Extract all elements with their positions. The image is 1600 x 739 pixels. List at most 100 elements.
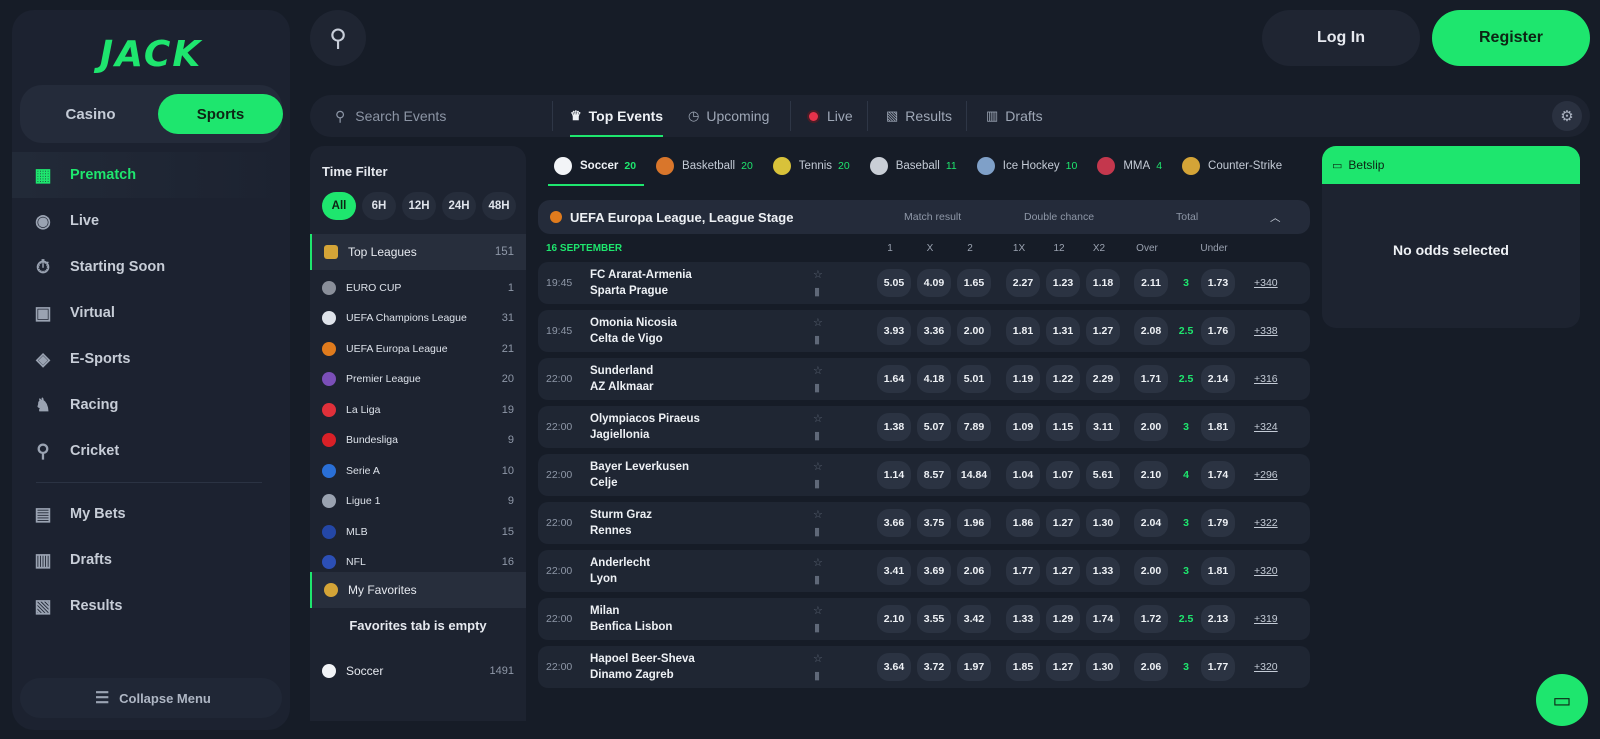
league-item[interactable]: Ligue 1 9 [310,486,526,517]
league-item[interactable]: Bundesliga 9 [310,425,526,456]
odd-button-o1[interactable]: 3.64 [877,653,911,681]
league-item[interactable]: MLB 15 [310,516,526,547]
odd-button-o2[interactable]: 3.42 [957,605,991,633]
statistics-icon[interactable]: ▮ [814,670,821,682]
odd-button-d1x[interactable]: 1.85 [1006,653,1040,681]
odd-button-dx2[interactable]: 1.27 [1086,317,1120,345]
odd-button-ox[interactable]: 5.07 [917,413,951,441]
chat-button[interactable]: ▭ [1536,674,1588,726]
odd-button-ox[interactable]: 3.75 [917,509,951,537]
my-favorites-header[interactable]: My Favorites [310,572,526,608]
odd-button-over[interactable]: 2.08 [1134,317,1168,345]
sidebar-item-results[interactable]: ▧ Results [12,583,290,629]
odd-button-o1[interactable]: 1.64 [877,365,911,393]
odd-button-dx2[interactable]: 1.30 [1086,509,1120,537]
odd-button-o2[interactable]: 1.65 [957,269,991,297]
sidebar-item-cricket[interactable]: ⚲ Cricket [12,428,290,474]
favorite-star-icon[interactable]: ☆ [813,653,823,665]
more-markets-link[interactable]: +296 [1254,469,1278,481]
more-markets-link[interactable]: +320 [1254,565,1278,577]
betslip-header[interactable]: ▭ Betslip [1322,146,1580,184]
odd-button-o1[interactable]: 3.41 [877,557,911,585]
odd-button-under[interactable]: 2.14 [1201,365,1235,393]
time-filter-48h[interactable]: 48H [482,192,516,220]
odd-button-o2[interactable]: 1.97 [957,653,991,681]
odd-button-over[interactable]: 2.00 [1134,557,1168,585]
odd-button-o2[interactable]: 5.01 [957,365,991,393]
odd-button-dx2[interactable]: 1.33 [1086,557,1120,585]
match-teams[interactable]: Sunderland AZ Alkmaar [590,363,654,395]
tab-top-events[interactable]: ♛ Top Events [570,95,664,137]
league-item[interactable]: Serie A 10 [310,455,526,486]
tab-drafts[interactable]: ▥ Drafts [986,95,1043,137]
odd-button-d1x[interactable]: 1.81 [1006,317,1040,345]
sidebar-item-my-bets[interactable]: ▤ My Bets [12,491,290,537]
odd-button-over[interactable]: 1.71 [1134,365,1168,393]
match-row[interactable]: 19:45 FC Ararat-Armenia Sparta Prague ☆ ▮ 5.0… [538,262,1310,304]
match-teams[interactable]: Bayer Leverkusen Celje [590,459,689,491]
odd-button-over[interactable]: 1.72 [1134,605,1168,633]
odd-button-d12[interactable]: 1.23 [1046,269,1080,297]
odd-button-d1x[interactable]: 1.19 [1006,365,1040,393]
odd-button-ox[interactable]: 3.72 [917,653,951,681]
league-item[interactable]: Premier League 20 [310,364,526,395]
time-filter-24h[interactable]: 24H [442,192,476,220]
odd-button-ox[interactable]: 4.09 [917,269,951,297]
league-item[interactable]: NFL 16 [310,547,526,578]
statistics-icon[interactable]: ▮ [814,382,821,394]
odd-button-o1[interactable]: 3.93 [877,317,911,345]
odd-button-d1x[interactable]: 1.86 [1006,509,1040,537]
sport-tab-ice-hockey[interactable]: Ice Hockey 10 [976,146,1077,186]
match-row[interactable]: 22:00 Sunderland AZ Alkmaar ☆ ▮ 1.64 4.18 5.01 1… [538,358,1310,400]
odd-button-d12[interactable]: 1.22 [1046,365,1080,393]
league-item[interactable]: EURO CUP 1 [310,272,526,303]
favorite-star-icon[interactable]: ☆ [813,605,823,617]
sport-tab-basketball[interactable]: Basketball 20 [656,146,753,186]
odd-button-d12[interactable]: 1.29 [1046,605,1080,633]
tab-live[interactable]: Live [809,95,853,137]
odd-button-d1x[interactable]: 2.27 [1006,269,1040,297]
match-teams[interactable]: Anderlecht Lyon [590,555,650,587]
match-row[interactable]: 22:00 Sturm Graz Rennes ☆ ▮ 3.66 3.75 1.96 1.86 1… [538,502,1310,544]
odd-button-under[interactable]: 1.79 [1201,509,1235,537]
league-item[interactable]: La Liga 19 [310,394,526,425]
favorite-star-icon[interactable]: ☆ [813,365,823,377]
odd-button-dx2[interactable]: 2.29 [1086,365,1120,393]
favorite-star-icon[interactable]: ☆ [813,509,823,521]
odd-button-under[interactable]: 1.81 [1201,557,1235,585]
odd-button-over[interactable]: 2.04 [1134,509,1168,537]
odd-button-dx2[interactable]: 3.11 [1086,413,1120,441]
tab-upcoming[interactable]: ◷ Upcoming [688,95,769,137]
sidebar-item-racing[interactable]: ♞ Racing [12,382,290,428]
odd-button-o2[interactable]: 1.96 [957,509,991,537]
more-markets-link[interactable]: +340 [1254,277,1278,289]
odd-button-o2[interactable]: 2.06 [957,557,991,585]
time-filter-12h[interactable]: 12H [402,192,436,220]
more-markets-link[interactable]: +322 [1254,517,1278,529]
jack-logo[interactable]: JACK [99,34,203,75]
favorite-star-icon[interactable]: ☆ [813,557,823,569]
sidebar-item-prematch[interactable]: ▦ Prematch [12,152,290,198]
favorite-star-icon[interactable]: ☆ [813,317,823,329]
odd-button-o1[interactable]: 5.05 [877,269,911,297]
odd-button-ox[interactable]: 3.69 [917,557,951,585]
match-teams[interactable]: Olympiacos Piraeus Jagiellonia [590,411,700,443]
sport-tab-soccer[interactable]: Soccer 20 [547,146,645,186]
register-button[interactable]: Register [1432,10,1590,66]
league-item[interactable]: UEFA Europa League 21 [310,333,526,364]
odd-button-under[interactable]: 1.77 [1201,653,1235,681]
more-markets-link[interactable]: +338 [1254,325,1278,337]
odd-button-o2[interactable]: 14.84 [957,461,991,489]
favorite-star-icon[interactable]: ☆ [813,413,823,425]
sidebar-item-live[interactable]: ◉ Live [12,198,290,244]
odd-button-d12[interactable]: 1.07 [1046,461,1080,489]
settings-button[interactable]: ⚙ [1552,101,1582,131]
more-markets-link[interactable]: +319 [1254,613,1278,625]
statistics-icon[interactable]: ▮ [814,334,821,346]
odd-button-under[interactable]: 1.74 [1201,461,1235,489]
login-button[interactable]: Log In [1262,10,1420,66]
odd-button-ox[interactable]: 8.57 [917,461,951,489]
sidebar-item-starting-soon[interactable]: ⏱ Starting Soon [12,244,290,290]
odd-button-o1[interactable]: 1.14 [877,461,911,489]
match-row[interactable]: 22:00 Olympiacos Piraeus Jagiellonia ☆ ▮ 1.38… [538,406,1310,448]
